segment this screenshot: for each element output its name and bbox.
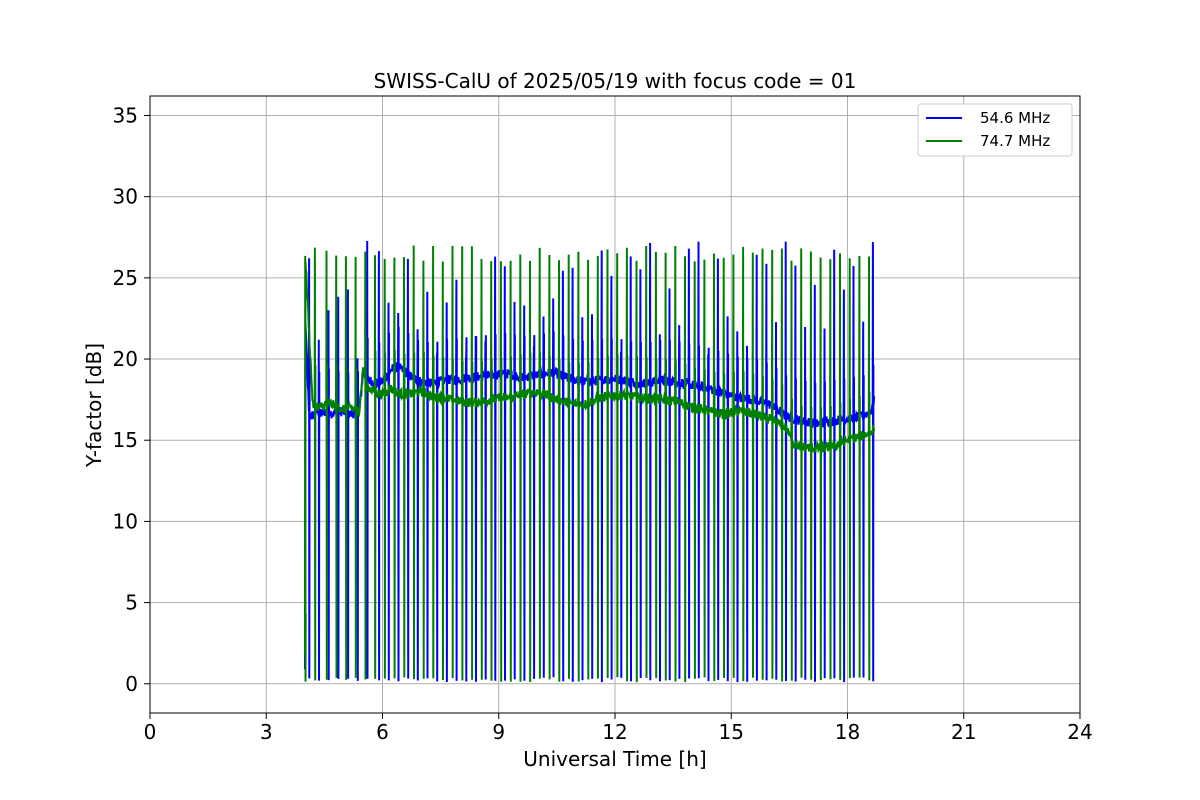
x-tick-label: 3 <box>260 720 273 744</box>
series-line-54-6-mhz <box>304 240 876 683</box>
x-tick-label: 6 <box>376 720 389 744</box>
y-tick-label: 20 <box>113 347 138 371</box>
legend: 54.6 MHz 74.7 MHz <box>917 103 1073 157</box>
y-tick-label: 0 <box>125 672 138 696</box>
legend-label-74-7: 74.7 MHz <box>980 132 1050 150</box>
y-tick-label: 15 <box>113 428 138 452</box>
y-axis-ticks: 0 5 10 15 20 25 30 35 <box>113 103 150 696</box>
x-tick-label: 21 <box>951 720 976 744</box>
y-tick-label: 35 <box>113 103 138 127</box>
y-tick-label: 25 <box>113 266 138 290</box>
series-line-74-7-mhz <box>304 245 876 683</box>
x-axis-label: Universal Time [h] <box>523 747 706 771</box>
x-tick-label: 15 <box>719 720 744 744</box>
x-tick-label: 9 <box>492 720 505 744</box>
x-tick-label: 24 <box>1067 720 1092 744</box>
x-tick-label: 18 <box>835 720 860 744</box>
y-tick-label: 30 <box>113 185 138 209</box>
y-tick-label: 5 <box>125 591 138 615</box>
x-axis-ticks: 0 3 6 9 12 15 18 21 24 <box>144 713 1093 744</box>
y-axis-label: Y-factor [dB] <box>82 343 106 468</box>
y-tick-label: 10 <box>113 509 138 533</box>
x-tick-label: 12 <box>602 720 627 744</box>
plot-series <box>304 240 876 683</box>
chart-title: SWISS-CalU of 2025/05/19 with focus code… <box>374 69 857 93</box>
x-tick-label: 0 <box>144 720 157 744</box>
legend-label-54-6: 54.6 MHz <box>980 109 1050 127</box>
